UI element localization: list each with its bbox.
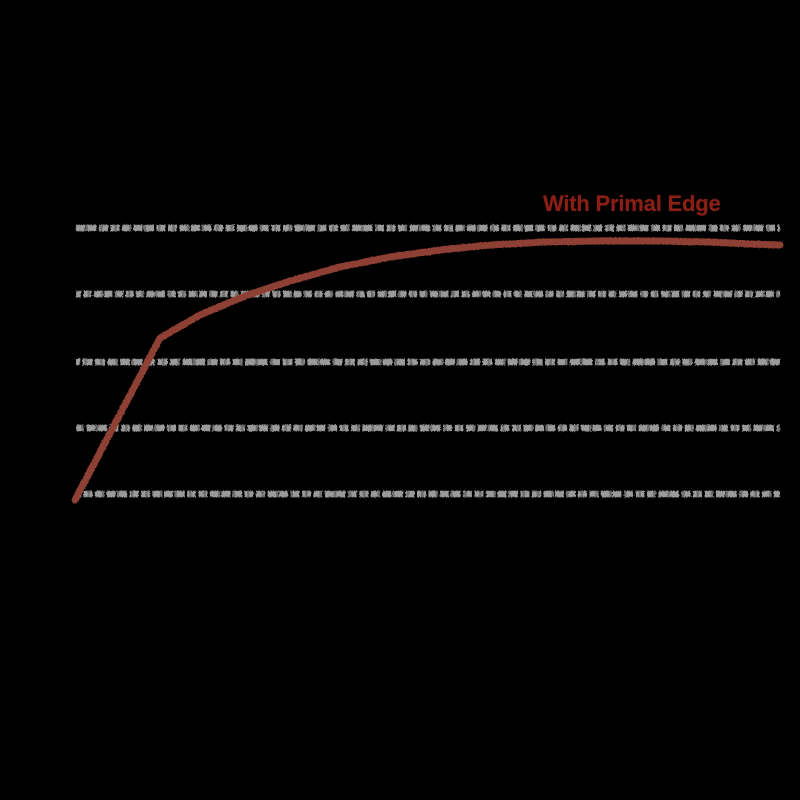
gridline-group xyxy=(76,224,780,498)
series-label-with-primal-edge: With Primal Edge xyxy=(543,191,721,216)
series-group xyxy=(71,237,784,504)
series-line-with-primal-edge xyxy=(71,237,784,504)
